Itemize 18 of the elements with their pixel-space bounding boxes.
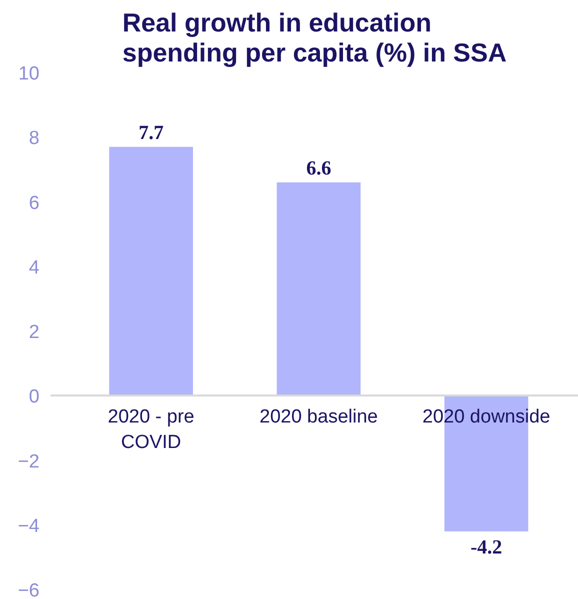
x-tick-label: 2020 - pre COVID bbox=[108, 406, 194, 453]
x-tick-label: 2020 baseline bbox=[260, 406, 378, 428]
y-tick-label: 6 bbox=[28, 192, 40, 214]
data-label: 7.7 bbox=[138, 122, 164, 144]
data-label: 6.6 bbox=[306, 157, 332, 180]
bar bbox=[109, 146, 193, 396]
y-tick-label: −6 bbox=[18, 580, 40, 599]
y-tick-label: 2 bbox=[28, 322, 40, 343]
y-tick-label: 0 bbox=[28, 386, 40, 408]
y-tick-label: 10 bbox=[18, 64, 40, 84]
chart-title: Real growth in education spending per capita (%) in SSA bbox=[122, 8, 507, 68]
bar bbox=[276, 182, 361, 396]
data-label: -4.2 bbox=[470, 536, 502, 558]
y-tick-label: 8 bbox=[28, 128, 40, 150]
y-tick-label: −4 bbox=[18, 516, 40, 537]
y-tick-label: −2 bbox=[18, 451, 40, 472]
y-tick-label: 4 bbox=[28, 257, 40, 278]
x-tick-label: 2020 downside bbox=[422, 406, 550, 428]
